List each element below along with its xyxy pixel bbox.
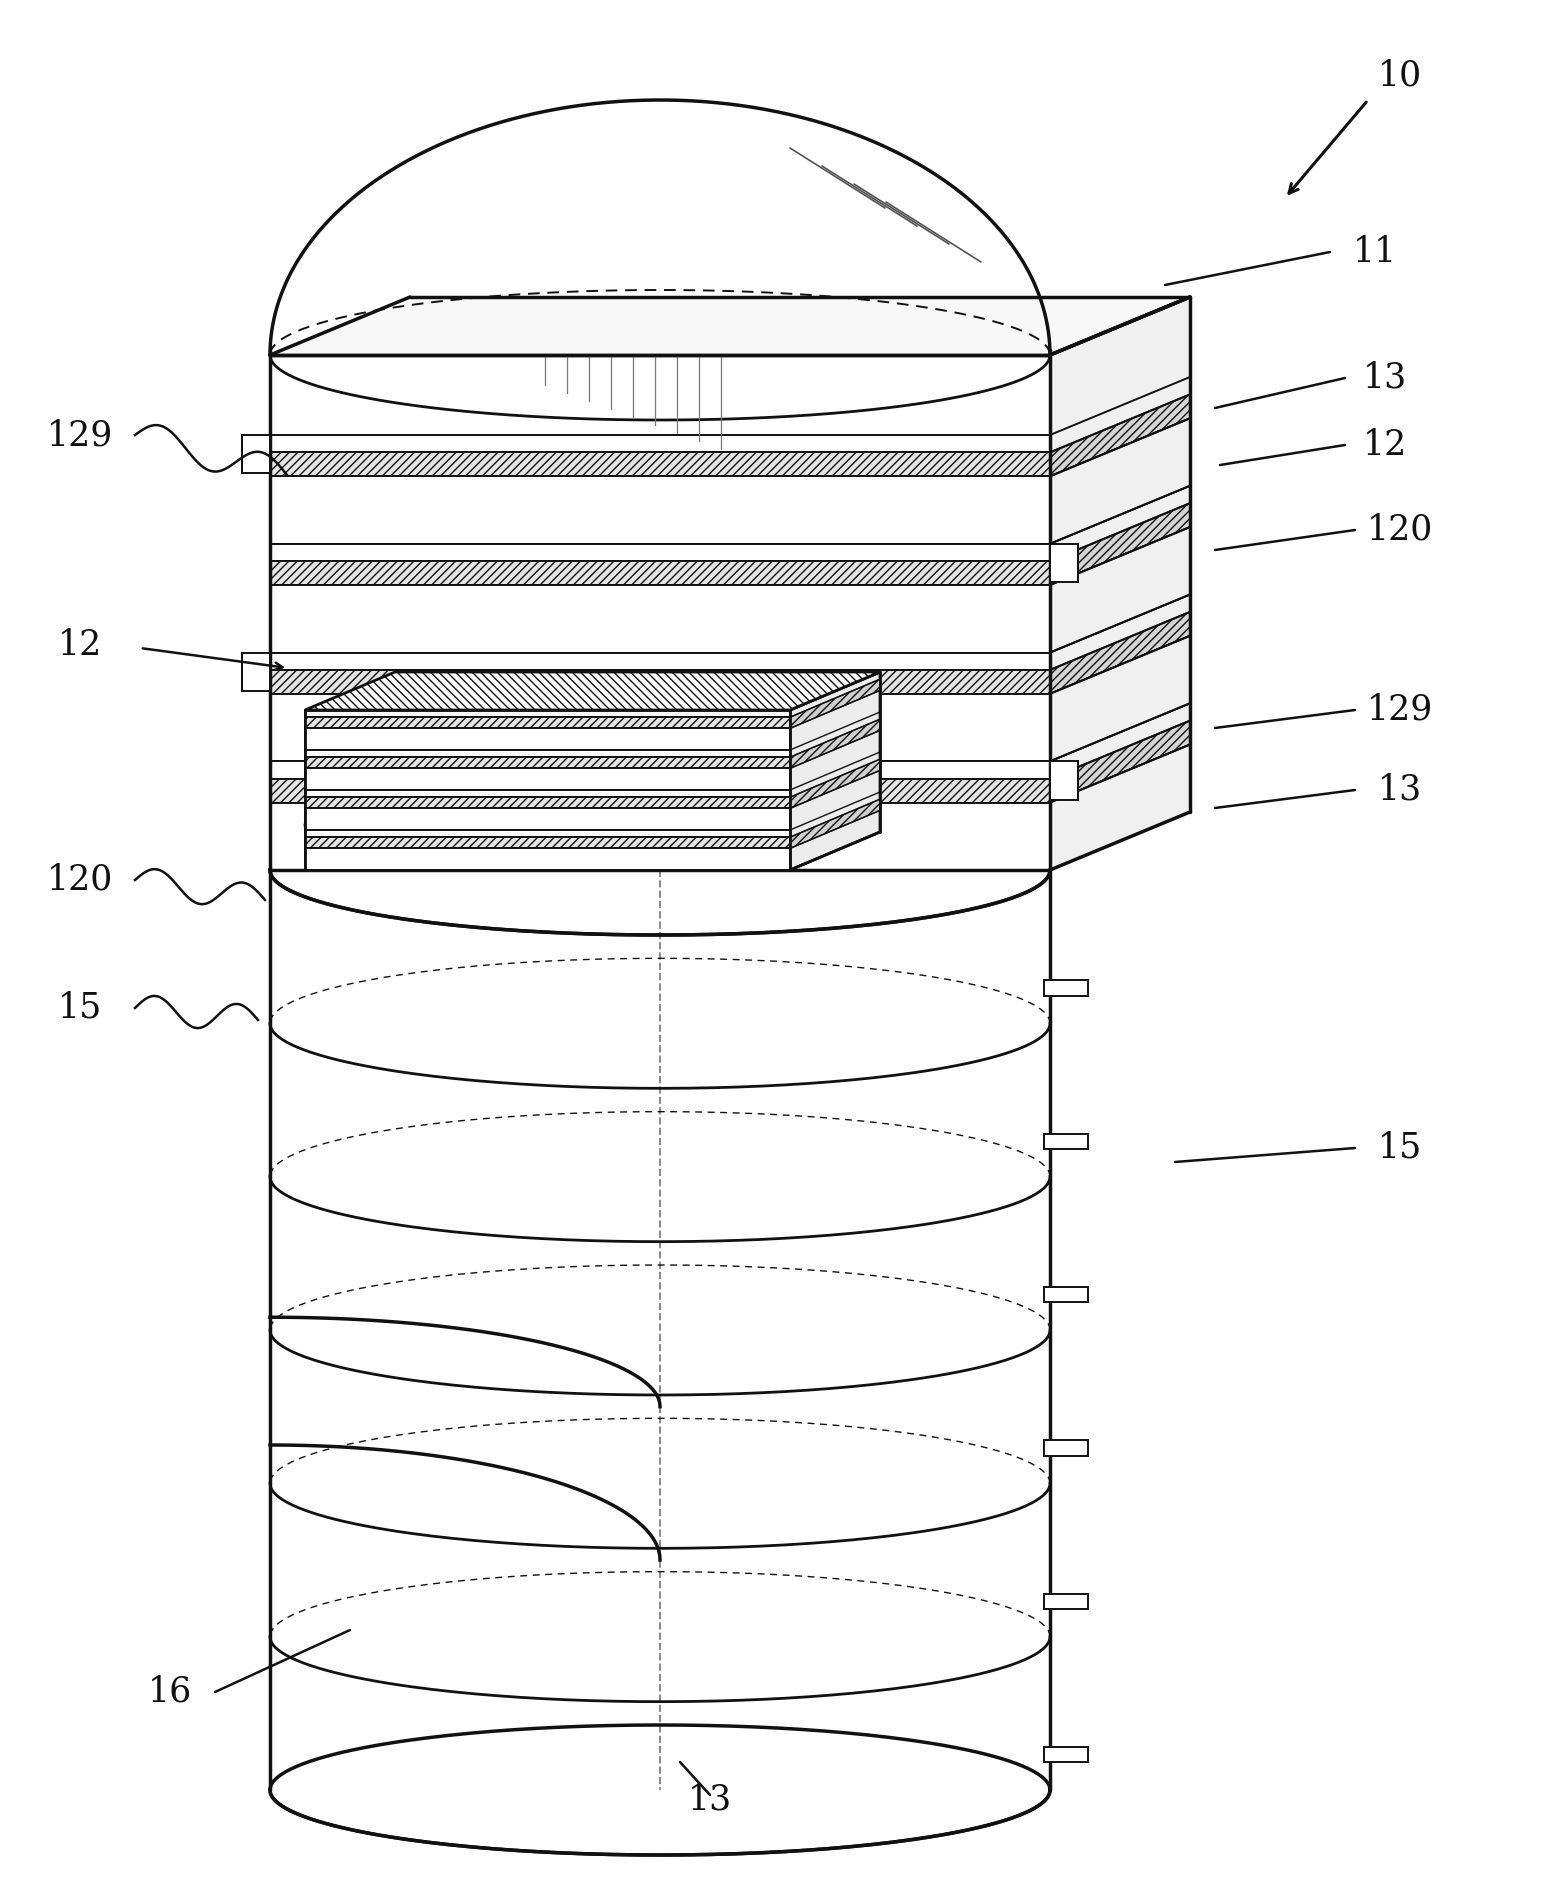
- Text: 12: 12: [59, 627, 102, 661]
- Polygon shape: [270, 671, 1049, 693]
- Text: 13: 13: [1378, 773, 1423, 807]
- Text: 129: 129: [46, 417, 113, 451]
- Polygon shape: [790, 799, 880, 848]
- Text: 10: 10: [1378, 59, 1423, 93]
- Polygon shape: [306, 848, 790, 871]
- Polygon shape: [270, 761, 1049, 778]
- Polygon shape: [270, 561, 1049, 586]
- Polygon shape: [1049, 544, 1079, 582]
- Polygon shape: [1049, 502, 1190, 586]
- Polygon shape: [1049, 761, 1079, 799]
- Polygon shape: [270, 871, 1049, 1791]
- Polygon shape: [1049, 395, 1190, 476]
- Polygon shape: [270, 100, 1049, 355]
- Polygon shape: [270, 476, 1049, 544]
- Polygon shape: [306, 718, 790, 729]
- Polygon shape: [306, 672, 880, 710]
- Text: 129: 129: [1367, 693, 1433, 727]
- Polygon shape: [790, 672, 880, 871]
- Polygon shape: [306, 797, 790, 808]
- Text: 12: 12: [1362, 429, 1407, 463]
- Polygon shape: [1049, 417, 1190, 544]
- Polygon shape: [1045, 1441, 1088, 1456]
- Polygon shape: [306, 757, 790, 769]
- Polygon shape: [790, 680, 880, 729]
- Polygon shape: [270, 803, 1049, 871]
- Text: 15: 15: [1378, 1132, 1423, 1166]
- Polygon shape: [306, 729, 790, 750]
- Polygon shape: [306, 808, 790, 829]
- Polygon shape: [242, 652, 270, 691]
- Polygon shape: [1045, 1747, 1088, 1762]
- Polygon shape: [306, 837, 790, 848]
- Polygon shape: [1049, 527, 1190, 652]
- Text: 16: 16: [148, 1676, 193, 1710]
- Polygon shape: [1045, 980, 1088, 996]
- Polygon shape: [1045, 1133, 1088, 1149]
- Polygon shape: [270, 652, 1049, 671]
- Polygon shape: [1049, 297, 1190, 871]
- Polygon shape: [306, 710, 790, 718]
- Polygon shape: [790, 759, 880, 808]
- Polygon shape: [270, 586, 1049, 652]
- Polygon shape: [270, 434, 1049, 451]
- Polygon shape: [790, 720, 880, 769]
- Text: 120: 120: [1367, 514, 1433, 548]
- Polygon shape: [1049, 744, 1190, 871]
- Polygon shape: [270, 778, 1049, 803]
- Polygon shape: [270, 355, 1049, 871]
- Text: 120: 120: [46, 863, 113, 897]
- Polygon shape: [1045, 1286, 1088, 1302]
- Polygon shape: [270, 544, 1049, 561]
- Text: 13: 13: [688, 1783, 731, 1817]
- Polygon shape: [306, 829, 790, 837]
- Text: 11: 11: [1353, 234, 1396, 268]
- Polygon shape: [306, 790, 790, 797]
- Polygon shape: [270, 693, 1049, 761]
- Polygon shape: [1049, 612, 1190, 693]
- Polygon shape: [242, 434, 270, 474]
- Text: 15: 15: [59, 992, 102, 1026]
- Polygon shape: [1049, 637, 1190, 761]
- Polygon shape: [1049, 720, 1190, 803]
- Text: 13: 13: [1362, 361, 1407, 395]
- Polygon shape: [270, 451, 1049, 476]
- Polygon shape: [306, 750, 790, 757]
- Polygon shape: [1045, 1594, 1088, 1609]
- Polygon shape: [270, 297, 1190, 355]
- Polygon shape: [306, 769, 790, 790]
- Polygon shape: [306, 716, 781, 865]
